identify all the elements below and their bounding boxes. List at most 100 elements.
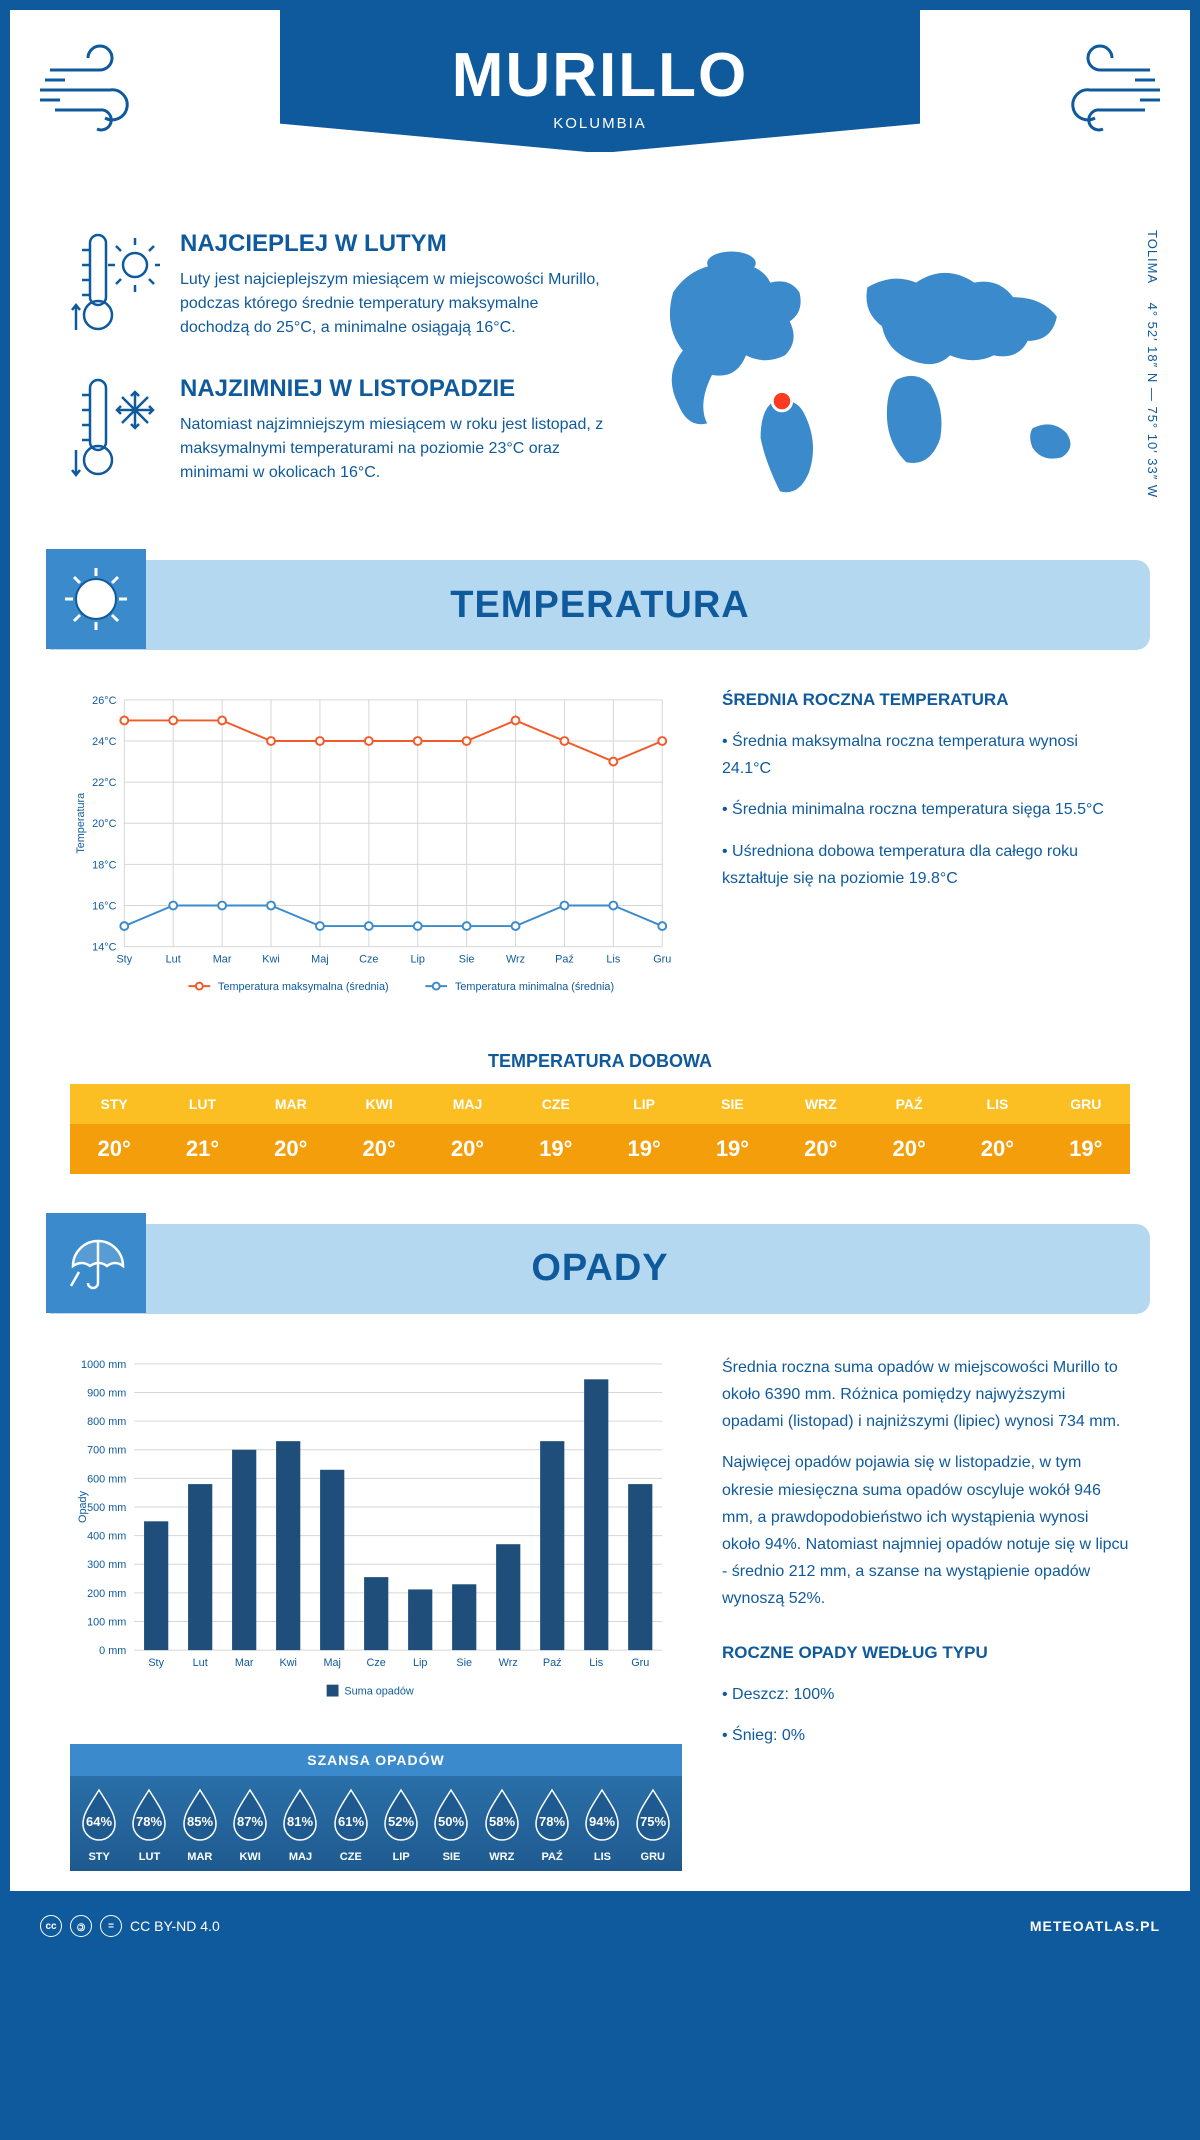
rain-prob-cell: 61% CZE bbox=[326, 1786, 376, 1863]
intro-section: NAJCIEPLEJ W LUTYM Luty jest najcieplejs… bbox=[10, 210, 1190, 560]
svg-text:Sie: Sie bbox=[456, 1657, 472, 1669]
svg-text:64%: 64% bbox=[86, 1814, 112, 1829]
svg-text:500 mm: 500 mm bbox=[87, 1502, 126, 1514]
rain-prob-cell: 50% SIE bbox=[426, 1786, 476, 1863]
precip-text-2: Najwięcej opadów pojawia się w listopadz… bbox=[722, 1449, 1130, 1612]
month-header: CZE bbox=[512, 1084, 600, 1124]
svg-text:Cze: Cze bbox=[359, 953, 378, 965]
rain-probability-panel: SZANSA OPADÓW 64% STY 78% LUT 85% MAR 87… bbox=[70, 1744, 682, 1871]
svg-text:800 mm: 800 mm bbox=[87, 1416, 126, 1428]
daily-temp-value: 20° bbox=[865, 1124, 953, 1174]
svg-text:14°C: 14°C bbox=[92, 942, 116, 954]
raindrop-icon: 85% bbox=[176, 1786, 224, 1842]
svg-text:Temperatura maksymalna (średni: Temperatura maksymalna (średnia) bbox=[218, 981, 389, 993]
thermometer-hot-icon bbox=[70, 230, 160, 340]
coldest-title: NAJZIMNIEJ W LISTOPADZIE bbox=[180, 375, 604, 403]
brand-text: METEOATLAS.PL bbox=[1030, 1918, 1160, 1934]
precip-title: OPADY bbox=[50, 1247, 1150, 1290]
rain-prob-cell: 81% MAJ bbox=[275, 1786, 325, 1863]
world-map-icon bbox=[644, 230, 1130, 510]
rain-prob-cell: 85% MAR bbox=[175, 1786, 225, 1863]
svg-text:Paź: Paź bbox=[543, 1657, 562, 1669]
svg-text:78%: 78% bbox=[136, 1814, 162, 1829]
daily-temp-value: 21° bbox=[158, 1124, 246, 1174]
warmest-text: Luty jest najcieplejszym miesiącem w mie… bbox=[180, 268, 604, 340]
month-header: SIE bbox=[688, 1084, 776, 1124]
sun-icon bbox=[61, 564, 131, 634]
precip-text-1: Średnia roczna suma opadów w miejscowośc… bbox=[722, 1354, 1130, 1436]
svg-text:Lis: Lis bbox=[589, 1657, 603, 1669]
rain-prob-cell: 75% GRU bbox=[628, 1786, 678, 1863]
month-header: MAJ bbox=[423, 1084, 511, 1124]
svg-text:Maj: Maj bbox=[323, 1657, 340, 1669]
nd-icon: = bbox=[100, 1915, 122, 1937]
svg-text:Kwi: Kwi bbox=[262, 953, 279, 965]
raindrop-icon: 75% bbox=[629, 1786, 677, 1842]
svg-text:Sie: Sie bbox=[459, 953, 475, 965]
rain-prob-cell: 78% PAŹ bbox=[527, 1786, 577, 1863]
warmest-title: NAJCIEPLEJ W LUTYM bbox=[180, 230, 604, 258]
svg-text:78%: 78% bbox=[539, 1814, 565, 1829]
svg-text:Maj: Maj bbox=[311, 953, 328, 965]
svg-text:Lis: Lis bbox=[606, 953, 620, 965]
svg-text:52%: 52% bbox=[388, 1814, 414, 1829]
svg-text:Lut: Lut bbox=[193, 1657, 208, 1669]
svg-text:Paź: Paź bbox=[555, 953, 574, 965]
svg-text:Lip: Lip bbox=[410, 953, 424, 965]
rain-prob-cell: 52% LIP bbox=[376, 1786, 426, 1863]
umbrella-icon bbox=[61, 1228, 131, 1298]
raindrop-icon: 81% bbox=[276, 1786, 324, 1842]
temp-side-list: Średnia maksymalna roczna temperatura wy… bbox=[722, 728, 1130, 892]
license-text: CC BY-ND 4.0 bbox=[130, 1918, 220, 1934]
daily-temp-value: 20° bbox=[423, 1124, 511, 1174]
svg-text:16°C: 16°C bbox=[92, 900, 116, 912]
precip-type-title: ROCZNE OPADY WEDŁUG TYPU bbox=[722, 1643, 1130, 1663]
month-header: WRZ bbox=[777, 1084, 865, 1124]
svg-text:900 mm: 900 mm bbox=[87, 1387, 126, 1399]
daily-temp-value: 19° bbox=[512, 1124, 600, 1174]
svg-text:Sty: Sty bbox=[116, 953, 132, 965]
raindrop-icon: 61% bbox=[327, 1786, 375, 1842]
temp-side-point: Uśredniona dobowa temperatura dla całego… bbox=[722, 838, 1130, 892]
month-header: LIP bbox=[600, 1084, 688, 1124]
coordinates: TOLIMA 4° 52′ 18″ N — 75° 10′ 33″ W bbox=[1145, 230, 1160, 498]
temperature-title: TEMPERATURA bbox=[50, 584, 1150, 627]
svg-text:87%: 87% bbox=[237, 1814, 263, 1829]
month-header: KWI bbox=[335, 1084, 423, 1124]
svg-text:700 mm: 700 mm bbox=[87, 1445, 126, 1457]
svg-text:Lip: Lip bbox=[413, 1657, 427, 1669]
daily-temp-value: 20° bbox=[777, 1124, 865, 1174]
raindrop-icon: 58% bbox=[478, 1786, 526, 1842]
raindrop-icon: 78% bbox=[125, 1786, 173, 1842]
coldest-text: Natomiast najzimniejszym miesiącem w rok… bbox=[180, 413, 604, 485]
footer: cc 🄯 = CC BY-ND 4.0 METEOATLAS.PL bbox=[0, 1901, 1200, 1951]
svg-text:Cze: Cze bbox=[367, 1657, 386, 1669]
header: MURILLO KOLUMBIA bbox=[10, 10, 1190, 210]
svg-text:Suma opadów: Suma opadów bbox=[344, 1685, 413, 1697]
daily-temp-value: 19° bbox=[688, 1124, 776, 1174]
svg-text:Gru: Gru bbox=[631, 1657, 649, 1669]
svg-text:94%: 94% bbox=[589, 1814, 615, 1829]
svg-text:Mar: Mar bbox=[213, 953, 232, 965]
rain-prob-title: SZANSA OPADÓW bbox=[70, 1744, 682, 1776]
month-header: GRU bbox=[1042, 1084, 1130, 1124]
page-subtitle: KOLUMBIA bbox=[370, 115, 830, 132]
svg-text:61%: 61% bbox=[338, 1814, 364, 1829]
raindrop-icon: 64% bbox=[75, 1786, 123, 1842]
svg-text:22°C: 22°C bbox=[92, 777, 116, 789]
svg-text:Temperatura: Temperatura bbox=[75, 792, 87, 854]
temp-side-point: Średnia minimalna roczna temperatura się… bbox=[722, 796, 1130, 823]
svg-text:58%: 58% bbox=[489, 1814, 515, 1829]
temp-side-title: ŚREDNIA ROCZNA TEMPERATURA bbox=[722, 690, 1130, 710]
svg-text:24°C: 24°C bbox=[92, 736, 116, 748]
rain-prob-cell: 58% WRZ bbox=[477, 1786, 527, 1863]
precip-type-point: Deszcz: 100% bbox=[722, 1681, 1130, 1708]
svg-text:20°C: 20°C bbox=[92, 818, 116, 830]
raindrop-icon: 50% bbox=[427, 1786, 475, 1842]
daily-temp-title: TEMPERATURA DOBOWA bbox=[10, 1051, 1190, 1072]
svg-text:300 mm: 300 mm bbox=[87, 1559, 126, 1571]
daily-temp-value: 19° bbox=[1042, 1124, 1130, 1174]
raindrop-icon: 87% bbox=[226, 1786, 274, 1842]
precip-bar-chart: 0 mm100 mm200 mm300 mm400 mm500 mm600 mm… bbox=[70, 1354, 682, 1709]
svg-text:85%: 85% bbox=[187, 1814, 213, 1829]
